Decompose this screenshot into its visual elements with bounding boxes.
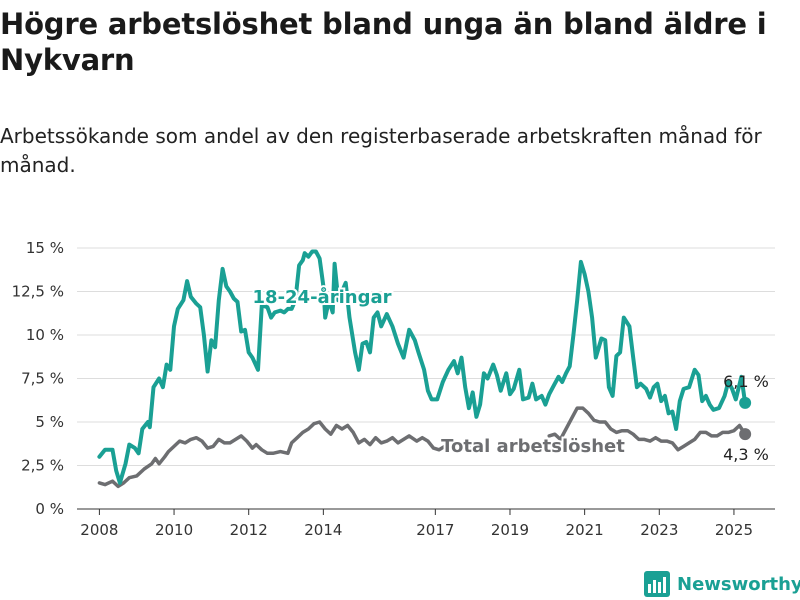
y-tick-label: 15 %: [26, 239, 64, 257]
y-tick-label: 0 %: [35, 500, 64, 518]
x-axis: 2008 2010 2012 2014 2017 2019 2021 2023 2025: [77, 508, 775, 539]
y-tick-label: 12,5 %: [12, 283, 64, 301]
chart-title: Högre arbetslöshet bland unga än bland ä…: [0, 7, 767, 77]
youth-series-label: 18-24-åringar: [253, 286, 392, 308]
line-chart: 0 %2,5 %5 %7,5 %10 %12,5 %15 % 2008 2010 2…: [12, 239, 775, 539]
y-tick-label: 7,5 %: [21, 370, 64, 388]
newsworthy-logo: Newsworthy: [644, 569, 800, 599]
series-labels: 6,1 % 4,3 % 18-24-åringar Total arbetslöshe…: [251, 284, 769, 464]
y-axis-tick-labels: 0 % 2,5 % 5 % 7,5 % 10 % 12,5 % 15 %: [12, 239, 64, 518]
y-tick-label: 10 %: [26, 326, 64, 344]
total-line: [97, 406, 747, 489]
y-tick-label: 5 %: [35, 413, 64, 431]
gridlines: [77, 247, 775, 466]
youth-line-end-dot: [739, 396, 752, 409]
total-end-value-label: 4,3 %: [723, 445, 769, 464]
chart-subtitle: Arbetssökande som andel av den registerb…: [0, 124, 762, 177]
x-tick-label: 2012: [230, 521, 268, 539]
x-tick-label: 2019: [491, 521, 529, 539]
series-lines: [97, 249, 752, 489]
total-line-end-dot: [739, 428, 752, 441]
youth-line: [97, 249, 748, 485]
x-tick-label: 2021: [566, 521, 604, 539]
x-tick-label: 2010: [155, 521, 193, 539]
y-tick-label: 2,5 %: [21, 457, 64, 475]
total-series-label: Total arbetslöshet: [441, 436, 625, 457]
x-tick-label: 2017: [416, 521, 454, 539]
x-tick-label: 2023: [640, 521, 678, 539]
x-tick-label: 2025: [715, 521, 753, 539]
brand-name: Newsworthy: [677, 573, 800, 595]
bar-chart-logo-icon: [644, 571, 670, 597]
x-tick-label: 2008: [80, 521, 118, 539]
x-tick-label: 2014: [304, 521, 342, 539]
youth-end-value-label: 6,1 %: [723, 372, 769, 391]
